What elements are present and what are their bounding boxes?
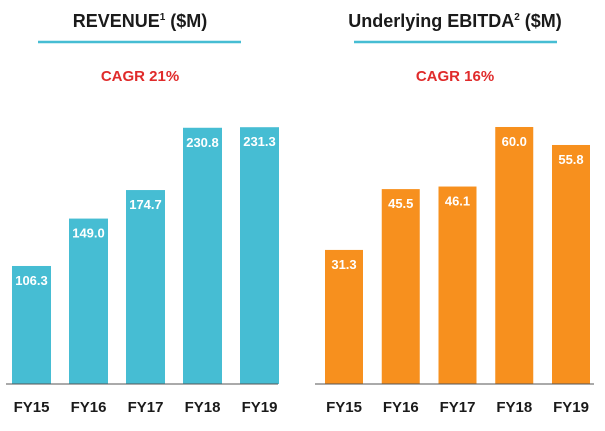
revenue-bar-fy18: [183, 127, 222, 385]
ebitda-cagr-annotation: CAGR 16%: [416, 68, 494, 85]
ebitda-value-label-fy19: 55.8: [558, 152, 583, 167]
revenue-cagr-annotation: CAGR 21%: [101, 68, 179, 85]
revenue-bar-fy15: [12, 265, 51, 384]
ebitda-value-label-fy16: 45.5: [388, 196, 413, 211]
revenue-bar-fy19: [240, 127, 279, 385]
ebitda-tick-label-fy19: FY19: [553, 399, 589, 416]
revenue-value-label-fy17: 174.7: [129, 197, 162, 212]
ebitda-bar-fy17: [438, 186, 477, 384]
ebitda-tick-label-fy17: FY17: [440, 399, 476, 416]
revenue-tick-label-fy19: FY19: [242, 399, 278, 416]
ebitda-title-superscript: 2: [514, 12, 520, 23]
revenue-panel: REVENUE1 ($M) CAGR 21% 106.3 149.0 174.7 23…: [6, 11, 279, 416]
revenue-title-superscript: 1: [160, 12, 166, 23]
ebitda-bars: 31.3 45.5 46.1 60.0 55.8: [325, 126, 590, 384]
ebitda-value-label-fy18: 60.0: [502, 134, 527, 149]
ebitda-tick-label-fy18: FY18: [496, 399, 532, 416]
revenue-value-label-fy18: 230.8: [186, 135, 219, 150]
ebitda-value-label-fy17: 46.1: [445, 194, 470, 209]
ebitda-x-ticks: FY15 FY16 FY17 FY18 FY19: [326, 399, 589, 416]
ebitda-value-label-fy15: 31.3: [331, 257, 356, 272]
ebitda-tick-label-fy15: FY15: [326, 399, 362, 416]
revenue-title-unit: ($M): [165, 11, 207, 31]
ebitda-bar-fy16: [381, 189, 420, 384]
ebitda-tick-label-fy16: FY16: [383, 399, 419, 416]
ebitda-panel: Underlying EBITDA2 ($M) CAGR 16% 31.3 45.…: [315, 11, 594, 416]
revenue-tick-label-fy15: FY15: [14, 399, 50, 416]
ebitda-bar-fy19: [552, 144, 590, 384]
revenue-value-label-fy15: 106.3: [15, 273, 48, 288]
revenue-value-label-fy16: 149.0: [72, 226, 105, 241]
revenue-bars: 106.3 149.0 174.7 230.8 231.3: [12, 127, 279, 385]
revenue-title-text: REVENUE: [73, 11, 160, 31]
ebitda-title-unit: ($M): [520, 11, 562, 31]
revenue-bar-fy16: [69, 218, 108, 384]
revenue-tick-label-fy17: FY17: [128, 399, 164, 416]
ebitda-bar-fy18: [495, 126, 534, 384]
revenue-value-label-fy19: 231.3: [243, 134, 276, 149]
ebitda-title-text: Underlying EBITDA: [348, 11, 514, 31]
revenue-tick-label-fy18: FY18: [185, 399, 221, 416]
revenue-chart-title: REVENUE1 ($M): [73, 11, 208, 31]
ebitda-bar-fy15: [325, 249, 363, 384]
revenue-bar-fy17: [126, 190, 165, 384]
revenue-tick-label-fy16: FY16: [71, 399, 107, 416]
revenue-x-ticks: FY15 FY16 FY17 FY18 FY19: [14, 399, 278, 416]
ebitda-chart-title: Underlying EBITDA2 ($M): [348, 11, 562, 31]
